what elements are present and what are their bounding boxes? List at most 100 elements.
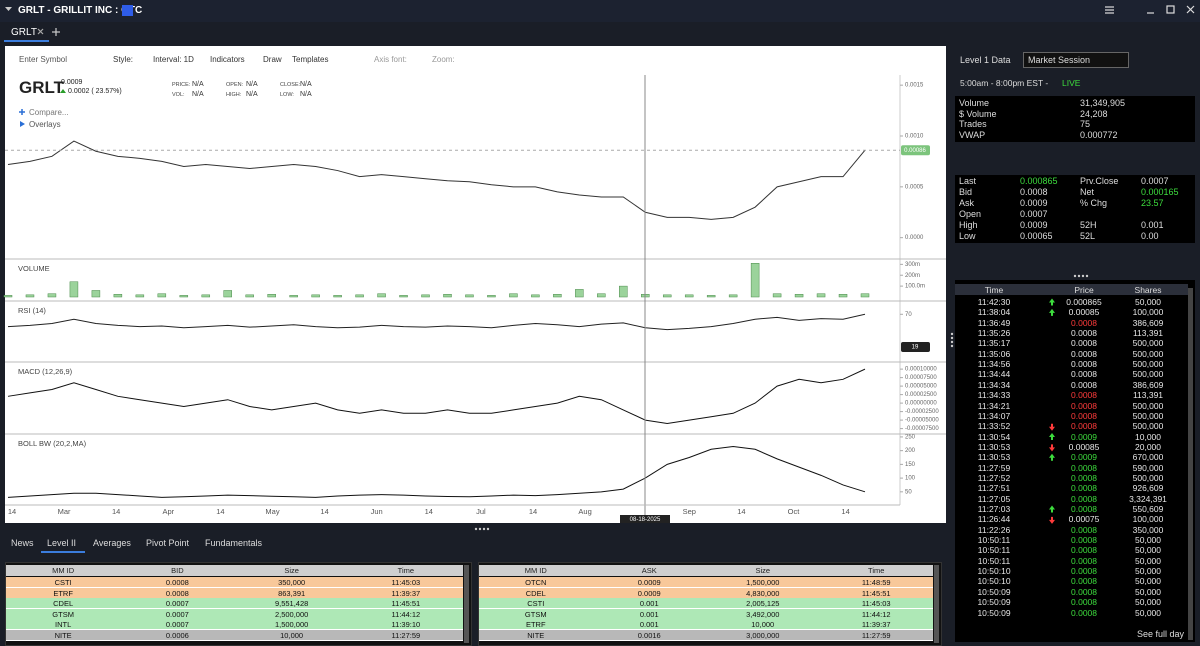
y-tick-label: 250 xyxy=(905,434,916,440)
quote-cell: 52H xyxy=(1080,219,1097,230)
ts-price: 0.0008 xyxy=(1071,586,1097,597)
toolbar-item[interactable]: Enter Symbol xyxy=(19,55,68,64)
volume-bar xyxy=(728,294,738,298)
cell: 2,500,000 xyxy=(274,609,309,619)
volume-bar xyxy=(355,294,364,298)
volume-bar xyxy=(157,293,167,298)
pane-title: MACD (12,26,9) xyxy=(18,367,73,376)
quote-cell: 52L xyxy=(1080,230,1096,241)
cell: OTCN xyxy=(525,578,547,587)
y-tick-label: 0.00010000 xyxy=(905,367,937,373)
field-value: N/A xyxy=(192,91,204,98)
overlays[interactable]: Overlays xyxy=(29,120,61,129)
bottom-tab[interactable]: Fundamentals xyxy=(205,538,263,548)
compare[interactable]: Compare... xyxy=(29,108,69,117)
change: 0.0002 ( 23.57%) xyxy=(68,88,122,95)
volume-bar xyxy=(245,294,254,298)
volume-bar xyxy=(135,294,145,298)
last-price: 0.0009 xyxy=(61,79,83,86)
y-tick-label: 0.00007500 xyxy=(905,375,937,381)
ts-price: 0.0008 xyxy=(1071,400,1097,411)
cell: CSTI xyxy=(527,599,545,609)
ts-footer[interactable]: See full day xyxy=(1137,629,1185,639)
date-tag-text: 08-18-2025 xyxy=(630,517,661,523)
cell: 863,391 xyxy=(278,588,306,598)
volume-bar xyxy=(531,294,540,298)
ts-price: 0.0008 xyxy=(1071,338,1097,349)
volume-bar xyxy=(487,295,496,298)
cell: 0.0007 xyxy=(165,599,189,609)
cell: 10,000 xyxy=(751,620,775,630)
toolbar-item[interactable]: Interval: 1D xyxy=(153,55,194,64)
table-row xyxy=(6,577,463,588)
cell: CSTI xyxy=(54,578,72,587)
quote-cell: 0.000165 xyxy=(1141,186,1179,197)
cell: 0.001 xyxy=(639,620,659,630)
volume-bar xyxy=(553,294,562,298)
ts-time: 11:34:34 xyxy=(977,379,1011,390)
y-tick-label: 50 xyxy=(905,489,912,495)
up-arrow xyxy=(60,89,66,93)
y-tick-label: 70 xyxy=(905,312,912,318)
volume-bar xyxy=(465,294,474,298)
quote-cell: High xyxy=(959,219,978,230)
cell: 11:39:10 xyxy=(391,620,421,630)
volume-bar xyxy=(443,294,452,298)
x-tick-label: Apr xyxy=(162,507,174,516)
cell: 3,000,000 xyxy=(746,631,780,640)
ts-price: 0.0008 xyxy=(1071,524,1097,535)
y-tick-label: -0.00005000 xyxy=(905,418,939,424)
cell: 0.001 xyxy=(639,609,659,619)
ts-time: 11:26:44 xyxy=(977,514,1011,525)
date-tag xyxy=(620,515,670,523)
toolbar-item[interactable]: Axis font: xyxy=(374,55,407,64)
bottom-tab[interactable]: News xyxy=(11,538,34,548)
quote-cell: 0.001 xyxy=(1141,219,1164,230)
ts-time: 11:35:17 xyxy=(977,338,1011,349)
ts-shares: 3,324,391 xyxy=(1129,493,1167,504)
cell: 4,830,000 xyxy=(746,588,780,598)
y-tick-label: 100.0m xyxy=(905,284,925,290)
ts-price: 0.0008 xyxy=(1071,472,1097,483)
ts-time: 11:27:59 xyxy=(977,462,1011,473)
ts-time: 11:35:06 xyxy=(977,348,1011,359)
bottom-tab[interactable]: Level II xyxy=(47,538,77,548)
table-row xyxy=(479,577,933,588)
cell: 1,500,000 xyxy=(274,620,309,630)
bottom-tab[interactable]: Pivot Point xyxy=(146,538,190,548)
ts-shares: 50,000 xyxy=(1135,586,1161,597)
value-tag xyxy=(901,145,930,156)
tab-label[interactable]: GRLT xyxy=(11,27,37,38)
toolbar-item[interactable]: Zoom: xyxy=(432,55,455,64)
ts-shares: 50,000 xyxy=(1135,545,1161,556)
field-label: CLOSE: xyxy=(280,82,301,88)
toolbar-item[interactable]: Indicators xyxy=(210,55,245,64)
ts-price: 0.0008 xyxy=(1071,317,1097,328)
cell: NITE xyxy=(54,631,72,640)
volume-bar xyxy=(267,294,276,298)
live: LIVE xyxy=(1062,78,1081,88)
toolbar-item[interactable]: Style: xyxy=(113,55,134,64)
cell: 11:45:03 xyxy=(861,599,891,609)
volume-bar xyxy=(860,293,870,298)
toolbar-item[interactable]: Draw xyxy=(263,55,282,64)
ts-shares: 500,000 xyxy=(1132,400,1164,411)
session-select[interactable]: Market Session xyxy=(1023,52,1129,68)
volume-bar xyxy=(179,295,189,298)
tri-icon xyxy=(20,121,25,127)
bottom-tab[interactable]: Averages xyxy=(93,538,131,548)
quote-cell: 0.0007 xyxy=(1141,176,1169,186)
ts-shares: 50,000 xyxy=(1135,297,1161,307)
field-label: LOW: xyxy=(280,92,294,98)
table-row xyxy=(6,630,463,641)
ts-price: 0.000865 xyxy=(1066,297,1102,307)
ts-time: 11:36:49 xyxy=(977,317,1011,328)
x-tick-label: Aug xyxy=(578,507,591,516)
ts-header-cell: Time xyxy=(984,285,1004,295)
ts-shares: 590,000 xyxy=(1132,462,1164,473)
x-tick-label: May xyxy=(265,507,279,516)
toolbar-item[interactable]: Templates xyxy=(292,55,329,64)
volume-bar xyxy=(772,293,782,298)
ts-time: 11:38:04 xyxy=(977,307,1011,318)
x-tick-label: 14 xyxy=(8,507,16,516)
